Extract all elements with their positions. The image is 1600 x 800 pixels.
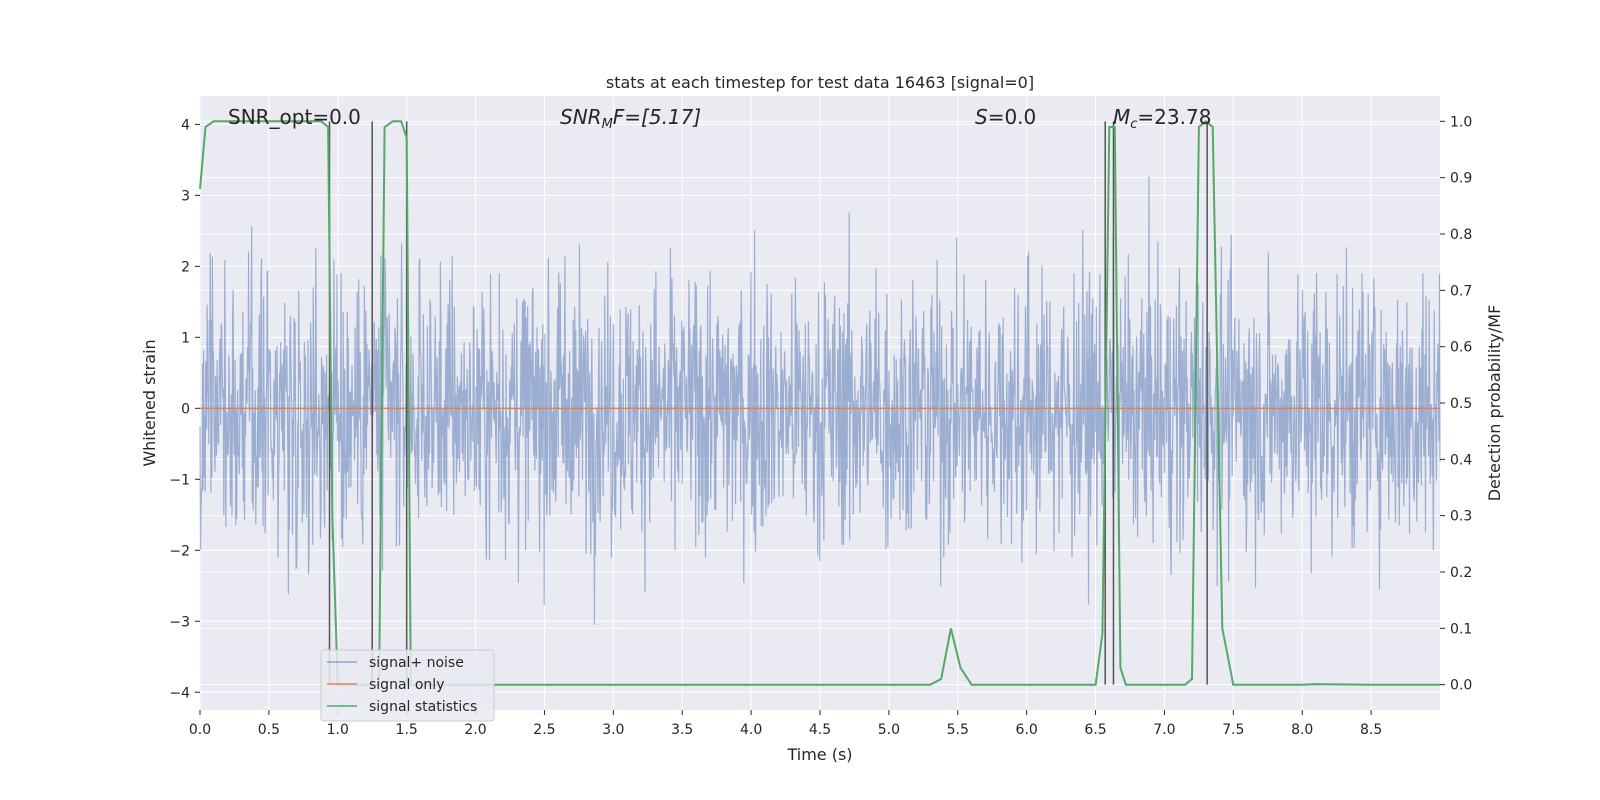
annotation-s-rest: =0.0 — [988, 105, 1037, 129]
y-left-axis-ticks: 4 3 2 1 0 −1 −2 −3 −4 — [169, 117, 200, 701]
y-right-tick-label: 0.0 — [1450, 678, 1472, 694]
y-right-axis-label: Detection probability/MF — [1485, 305, 1504, 502]
x-tick-label: 2.5 — [533, 722, 555, 738]
x-tick-label: 3.5 — [671, 722, 693, 738]
x-tick-label: 0.0 — [189, 722, 211, 738]
legend-label-signal-only: signal only — [369, 677, 444, 693]
y-right-tick-label: 1.0 — [1450, 114, 1472, 130]
y-right-tick-label: 0.8 — [1450, 227, 1472, 243]
y-left-tick-label: −3 — [169, 614, 190, 630]
x-tick-label: 4.5 — [809, 722, 831, 738]
x-tick-label: 1.0 — [327, 722, 349, 738]
x-tick-label: 8.0 — [1291, 722, 1313, 738]
annotation-mc-main: M — [1113, 105, 1130, 129]
y-left-tick-label: −2 — [169, 543, 190, 559]
x-tick-label: 7.5 — [1222, 722, 1244, 738]
legend-label-noise: signal+ noise — [369, 655, 464, 671]
annotation-snr-mf: SNRMF=[5.17] — [560, 105, 701, 132]
y-right-tick-label: 0.5 — [1450, 396, 1472, 412]
y-left-tick-label: −1 — [169, 472, 190, 488]
y-right-tick-label: 0.7 — [1450, 283, 1472, 299]
annotation-mc-rest: =23.78 — [1137, 105, 1211, 129]
y-right-tick-label: 0.9 — [1450, 171, 1472, 187]
y-left-tick-label: 4 — [181, 117, 190, 133]
y-right-tick-label: 0.4 — [1450, 452, 1472, 468]
x-tick-label: 5.5 — [947, 722, 969, 738]
x-axis-label: Time (s) — [786, 745, 852, 764]
annotation-snr-opt: SNR_opt=0.0 — [228, 105, 361, 129]
x-tick-label: 5.0 — [878, 722, 900, 738]
x-tick-label: 6.0 — [1016, 722, 1038, 738]
signal-statistics-series — [199, 120, 1440, 686]
stats-line — [199, 120, 1440, 686]
legend-label-stats: signal statistics — [369, 699, 477, 715]
y-right-tick-label: 0.2 — [1450, 565, 1472, 581]
annotation-s: S=0.0 — [975, 105, 1036, 129]
legend: signal+ noise signal only signal statist… — [320, 649, 495, 722]
y-left-tick-label: 0 — [181, 401, 190, 417]
grid — [199, 96, 1440, 710]
y-left-tick-label: −4 — [169, 685, 190, 701]
x-tick-label: 2.0 — [464, 722, 486, 738]
annotation-snr-mf-sub: M — [602, 117, 613, 132]
x-tick-label: 6.5 — [1084, 722, 1106, 738]
y-right-tick-label: 0.1 — [1450, 621, 1472, 637]
annotation-snr-mf-rest: F=[5.17] — [613, 105, 701, 129]
y-right-tick-label: 0.6 — [1450, 340, 1472, 356]
y-right-tick-label: 0.3 — [1450, 509, 1472, 525]
x-axis-ticks: 0.0 0.5 1.0 1.5 2.0 2.5 3.0 3.5 4.0 4.5 5.0 5.5 6.0 6… — [189, 710, 1382, 738]
x-tick-label: 0.5 — [258, 722, 280, 738]
annotation-snr-mf-main: SNR — [560, 105, 602, 129]
x-tick-label: 3.0 — [602, 722, 624, 738]
y-left-tick-label: 3 — [181, 188, 190, 204]
x-tick-label: 7.0 — [1153, 722, 1175, 738]
y-left-tick-label: 1 — [181, 330, 190, 346]
y-left-tick-label: 2 — [181, 259, 190, 275]
y-right-axis-ticks: 1.0 0.9 0.8 0.7 0.6 0.5 0.4 0.3 0.2 0.1 0.0 — [1440, 114, 1472, 694]
x-tick-label: 4.0 — [740, 722, 762, 738]
x-tick-label: 1.5 — [396, 722, 418, 738]
annotation-mc-sub: c — [1130, 117, 1137, 132]
chart-title: stats at each timestep for test data 164… — [606, 73, 1034, 92]
annotation-mc: Mc=23.78 — [1113, 105, 1211, 132]
y-left-axis-label: Whitened strain — [140, 339, 159, 466]
annotation-s-main: S — [975, 105, 988, 129]
legend-box — [320, 649, 495, 722]
x-tick-label: 8.5 — [1360, 722, 1382, 738]
